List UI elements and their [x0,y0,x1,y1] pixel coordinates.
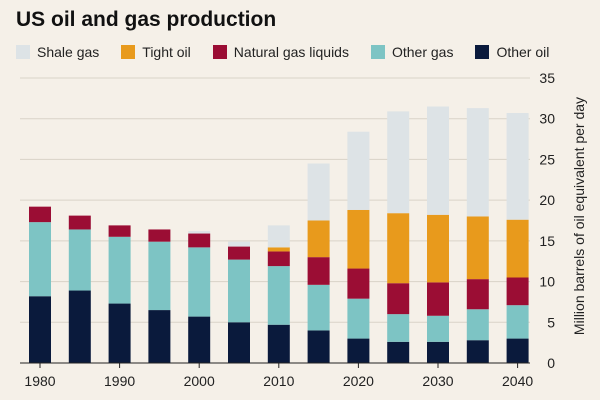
bar-segment [307,284,330,331]
bar-segment [466,309,489,341]
bar-segment [267,324,290,363]
legend-swatch [121,45,136,59]
y-axis-title: Million barrels of oil equivalent per da… [571,97,587,335]
bar-segment [267,247,290,252]
bar-segment [347,298,370,339]
legend-swatch [475,45,490,59]
y-tick-label: 15 [539,233,555,249]
y-tick-label: 20 [539,192,555,208]
bar-segment [506,277,529,306]
bar-segment [347,131,370,210]
bar-segment [387,283,410,315]
legend-item: Natural gas liquids [212,44,349,60]
legend-item: Shale gas [16,44,99,60]
legend-swatch [370,45,385,59]
legend-swatch [212,45,227,59]
x-tick-label: 2010 [263,373,294,389]
y-tick-label: 0 [547,355,555,371]
bar-segment [427,282,449,316]
bar-segment [307,220,330,258]
bar-segment [29,206,51,223]
bar-segment [188,247,211,317]
y-tick-label: 10 [539,274,555,290]
bar-segment [148,310,171,363]
legend-item: Other gas [370,44,454,60]
bar-segment [188,231,211,234]
bar-segment [466,108,489,217]
x-tick-label: 2030 [422,373,453,389]
y-tick-label: 35 [539,70,555,86]
bar-segment [347,209,370,269]
bar-segment [387,341,410,363]
bar-segment [506,338,529,363]
bar-segment [347,268,370,299]
bar-segment [466,340,489,363]
bar-segment [427,341,449,363]
legend-label: Shale gas [37,44,100,60]
legend-label: Tight oil [142,44,191,60]
x-tick-label: 2020 [343,373,374,389]
bar-segment [427,106,449,215]
y-tick-label: 5 [547,314,555,330]
bar-segment [29,222,51,297]
x-tick-label: 1990 [104,373,135,389]
bar-segment [267,225,290,248]
chart-title: US oil and gas production [16,8,277,31]
bar-segment [228,241,250,247]
legend-label: Natural gas liquids [233,44,349,60]
bar-segment [68,290,91,363]
bar-segment [68,215,91,230]
legend: Shale gas Tight oil Natural gas liquids Oth… [16,44,549,60]
legend-item: Tight oil [121,44,191,60]
bar-segment [307,257,330,285]
bar-segment [307,330,330,363]
bar-segment [347,338,370,363]
legend-item: Other oil [475,44,549,60]
bar-segment [506,113,529,220]
bar-segment [228,246,250,260]
legend-label: Other oil [496,44,550,60]
bar-segment [387,314,410,342]
bar-segment [387,213,410,284]
bar-segment [506,305,529,339]
bar-segment [228,322,250,363]
bar-segment [228,259,250,323]
bar-segment [108,303,131,363]
y-tick-label: 25 [539,151,555,167]
bar-segment [267,251,290,267]
bar-segment [506,219,529,278]
bar-segment [148,241,171,311]
bar-segment [387,111,410,214]
bar-segment [68,229,91,291]
bar-segment [466,216,489,280]
y-tick-label: 30 [539,111,555,127]
bar-segment [108,225,131,237]
x-tick-label: 2040 [502,373,533,389]
bar-segment [108,236,131,304]
bar-segment [29,296,51,363]
legend-swatch [16,45,30,59]
bar-segment [148,229,171,242]
x-tick-label: 1980 [24,373,55,389]
bar-segment [466,279,489,310]
bar-segment [267,266,290,325]
bar-segment [188,233,211,248]
x-tick-label: 2000 [184,373,215,389]
bar-segment [427,214,449,283]
bar-segment [307,163,330,221]
legend-label: Other gas [391,44,454,60]
bar-segment [427,315,449,342]
bar-segment [188,316,211,363]
